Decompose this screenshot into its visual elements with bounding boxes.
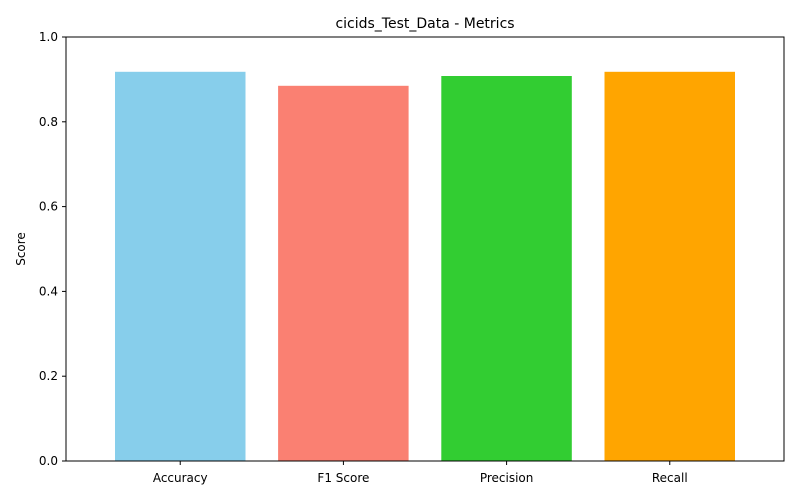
plot-frame	[65, 36, 785, 462]
y-tick-label: 0.0	[39, 454, 58, 468]
y-tick-label: 0.8	[39, 115, 58, 129]
y-tick-label: 0.4	[39, 284, 58, 298]
y-tick-label: 1.0	[39, 30, 58, 44]
chart-title: cicids_Test_Data - Metrics	[335, 16, 514, 32]
x-tick-label: Recall	[652, 471, 688, 485]
y-axis-title: Score	[14, 232, 28, 266]
ticks-layer: Accuracy F1 Score Precision Recall 0.0 0.2 0.4…	[39, 30, 688, 485]
bar-f1-score	[278, 85, 409, 462]
x-tick-label: Precision	[480, 471, 534, 485]
bars-layer	[115, 71, 735, 462]
y-tick-label: 0.2	[39, 369, 58, 383]
bar-precision	[441, 76, 572, 461]
x-tick-label: F1 Score	[317, 471, 369, 485]
y-tick-label: 0.6	[39, 200, 58, 214]
bar-recall	[604, 71, 735, 462]
x-tick-label: Accuracy	[153, 471, 208, 485]
bar-accuracy	[115, 71, 246, 462]
